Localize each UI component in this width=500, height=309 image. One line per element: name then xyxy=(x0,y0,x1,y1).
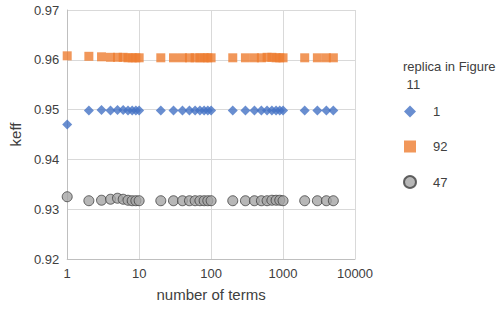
svg-text:0.97: 0.97 xyxy=(34,3,59,18)
svg-text:11: 11 xyxy=(403,77,420,92)
svg-text:0.92: 0.92 xyxy=(34,252,59,267)
svg-text:92: 92 xyxy=(433,139,447,154)
svg-text:1: 1 xyxy=(64,266,71,281)
svg-text:0.93: 0.93 xyxy=(34,202,59,217)
svg-text:0.94: 0.94 xyxy=(34,152,59,167)
svg-text:replica in Figure: replica in Figure xyxy=(403,59,496,74)
svg-text:1000: 1000 xyxy=(269,266,298,281)
svg-text:0.96: 0.96 xyxy=(34,52,59,67)
svg-text:10: 10 xyxy=(132,266,146,281)
svg-text:keff: keff xyxy=(7,122,24,147)
svg-text:10000: 10000 xyxy=(337,266,373,281)
svg-text:number of terms: number of terms xyxy=(156,286,265,303)
svg-text:0.95: 0.95 xyxy=(34,102,59,117)
svg-text:1: 1 xyxy=(433,104,440,119)
svg-text:47: 47 xyxy=(433,175,447,190)
svg-text:100: 100 xyxy=(200,266,222,281)
